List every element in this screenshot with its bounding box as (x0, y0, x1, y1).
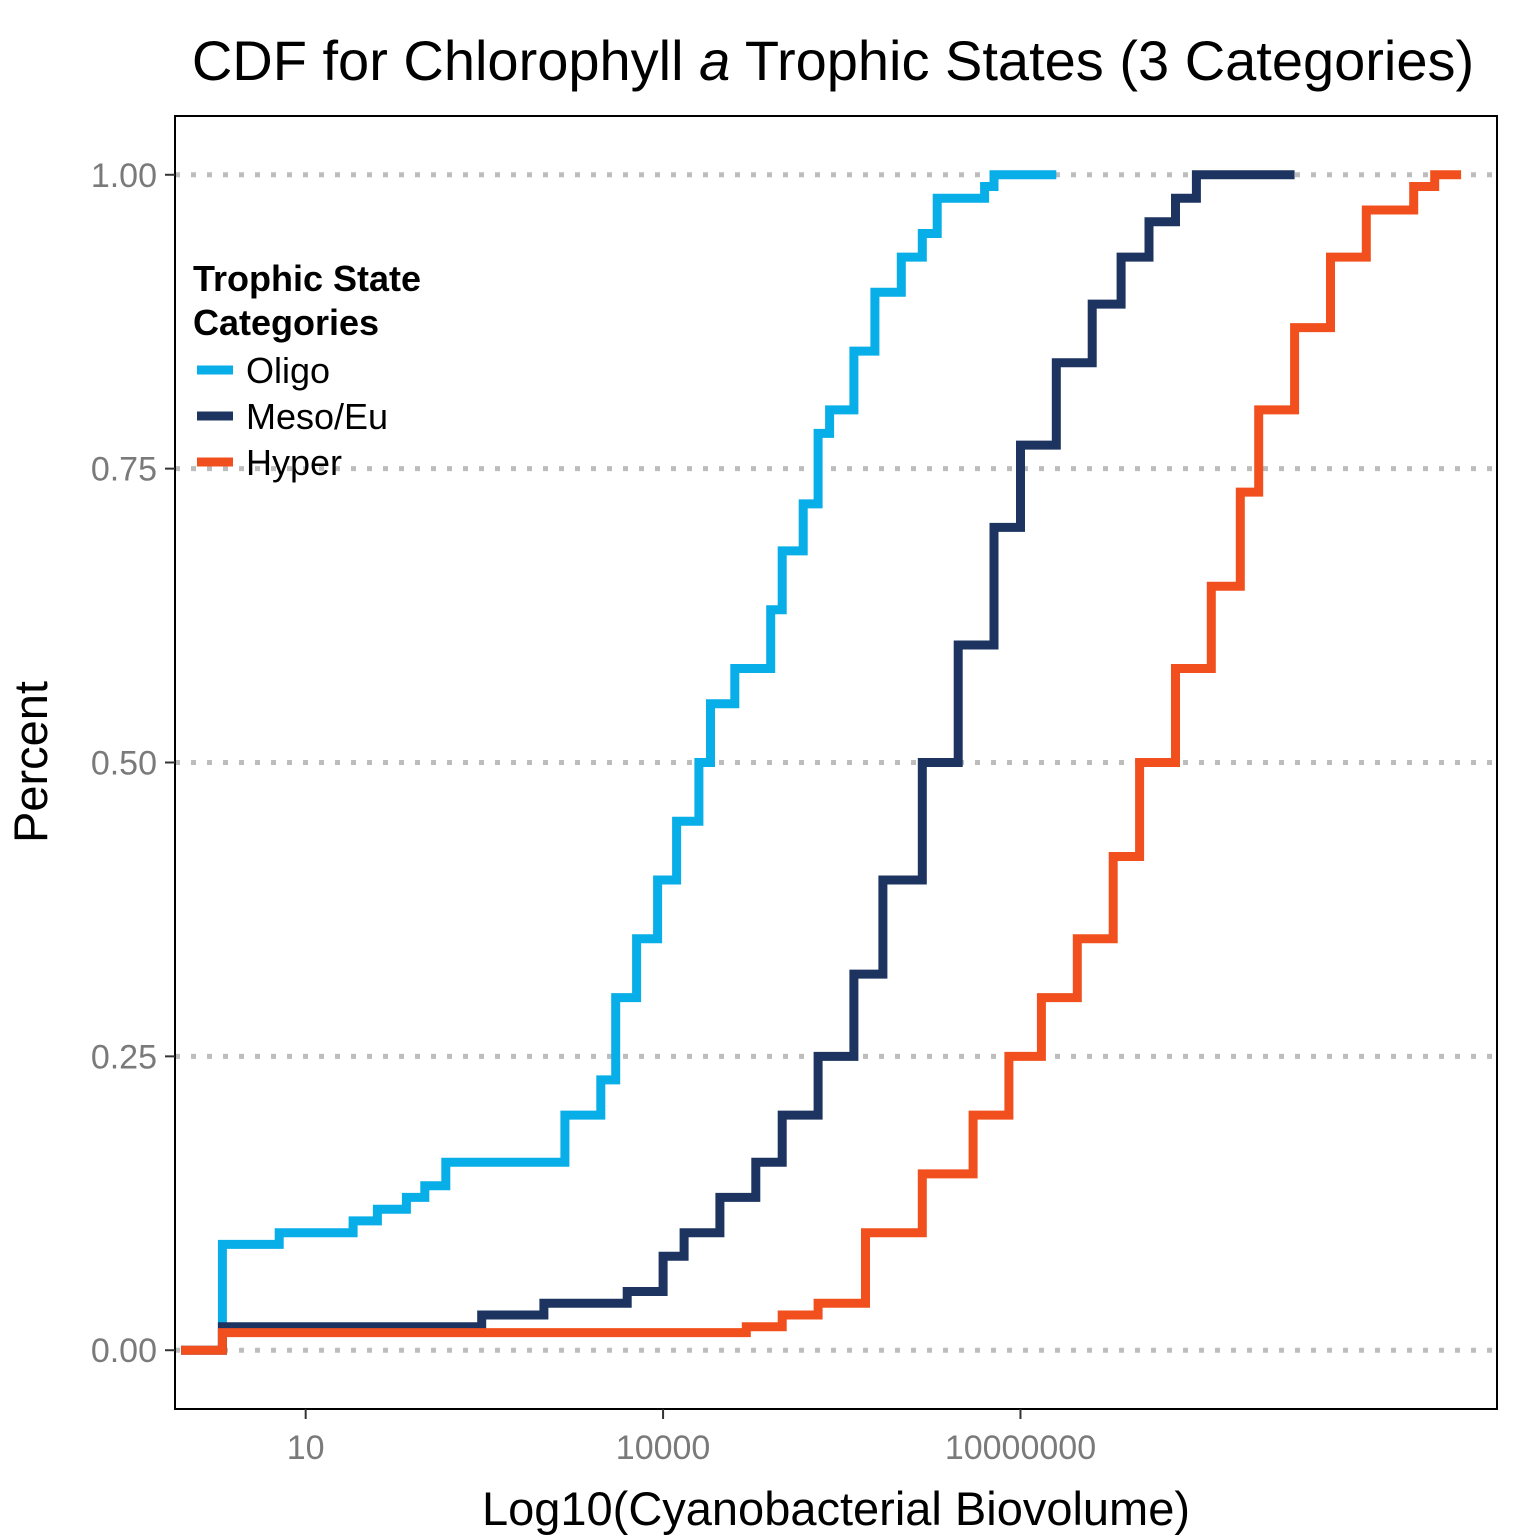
chart-title: CDF for Chlorophyll a Trophic States (3 … (192, 29, 1474, 92)
y-tick-label-0: 0.00 (91, 1332, 157, 1370)
legend-label-oligo: Oligo (246, 350, 330, 391)
series-line-oligo (217, 170, 1057, 1351)
y-axis: 0.00 0.25 0.50 0.75 1.00 (91, 157, 175, 1370)
x-tick-label-0: 10 (287, 1429, 325, 1467)
series-line-hyper (181, 170, 1462, 1355)
x-axis-title: Log10(Cyanobacterial Biovolume) (482, 1482, 1190, 1535)
x-axis: 10 10000 10000000 (287, 1409, 1096, 1467)
series-lines (181, 170, 1462, 1355)
series-line-meso-eu (181, 170, 1295, 1355)
legend-title-line-0: Trophic State (193, 258, 421, 299)
x-tick-label-1: 10000 (616, 1429, 711, 1467)
y-tick-label-3: 0.75 (91, 451, 157, 489)
y-axis-title: Percent (4, 681, 57, 843)
legend-title-line-1: Categories (193, 302, 379, 343)
x-tick-label-2: 10000000 (945, 1429, 1096, 1467)
y-tick-label-1: 0.25 (91, 1038, 157, 1076)
y-tick-label-4: 1.00 (91, 157, 157, 195)
y-tick-label-2: 0.50 (91, 745, 157, 783)
legend-label-meso-eu: Meso/Eu (246, 396, 388, 437)
legend-label-hyper: Hyper (246, 442, 342, 483)
